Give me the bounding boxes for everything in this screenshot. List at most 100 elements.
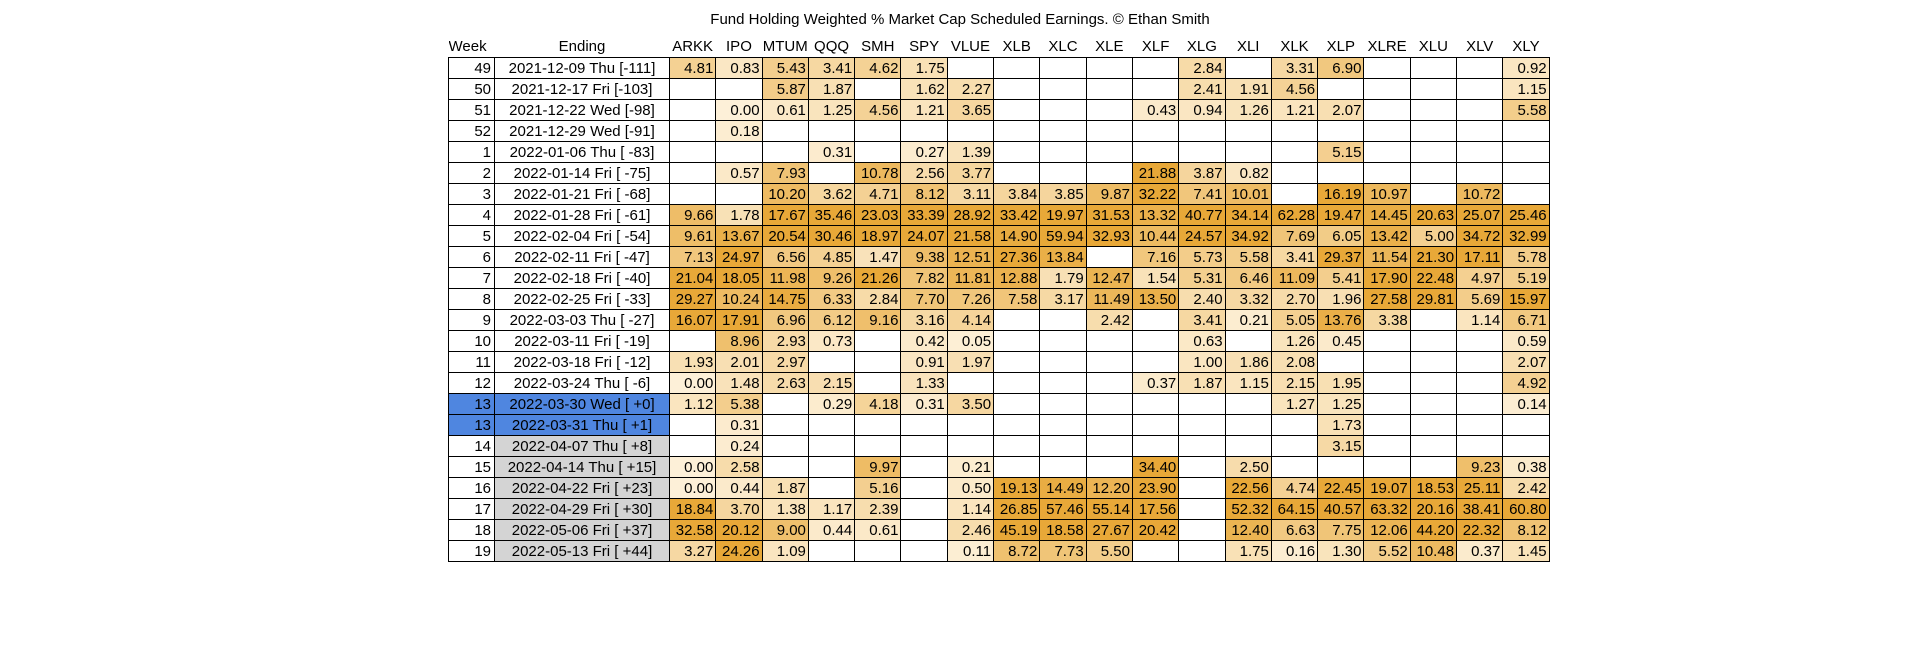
value-cell-xlb [993, 309, 1041, 331]
value-cell-xlk: 0.16 [1270, 540, 1319, 562]
value-cell-xlg [1178, 498, 1226, 520]
value-cell-qqq: 0.31 [807, 141, 856, 163]
value-cell-arkk: 1.93 [668, 351, 717, 373]
value-cell-xlv: 22.32 [1456, 519, 1504, 541]
value-cell-qqq: 9.26 [807, 267, 856, 289]
value-cell-xlk [1270, 435, 1319, 457]
value-cell-xly: 2.42 [1502, 477, 1550, 499]
value-cell-xlg: 1.87 [1178, 372, 1226, 394]
value-cell-arkk: 1.12 [668, 393, 717, 415]
value-cell-xlf [1131, 393, 1180, 415]
value-cell-xlb [993, 162, 1041, 184]
value-cell-xlp [1317, 120, 1365, 142]
value-cell-xlc [1039, 309, 1087, 331]
value-cell-xlp: 22.45 [1317, 477, 1365, 499]
table-row: 8 2022-02-25 Fri [ -33] 29.27 10.24 14.75 6.3… [448, 288, 1550, 310]
value-cell-xli: 12.40 [1224, 519, 1272, 541]
value-cell-xlc: 3.85 [1039, 183, 1087, 205]
value-cell-xle: 27.67 [1085, 519, 1133, 541]
column-header-xlf: XLF [1141, 38, 1170, 55]
value-cell-xlk: 5.05 [1270, 309, 1319, 331]
value-cell-xlv [1456, 120, 1504, 142]
value-cell-xly [1502, 162, 1550, 184]
value-cell-vlue: 1.14 [946, 498, 995, 520]
value-cell-xlre: 17.90 [1363, 267, 1411, 289]
value-cell-xlg [1178, 435, 1226, 457]
value-cell-xlre: 27.58 [1363, 288, 1411, 310]
value-cell-xli: 1.75 [1224, 540, 1272, 562]
value-cell-xlv [1456, 99, 1504, 121]
value-cell-xlf: 7.16 [1131, 246, 1180, 268]
value-cell-xly [1502, 414, 1550, 436]
column-header-xlu: XLU [1418, 38, 1448, 55]
value-cell-spy [900, 120, 948, 142]
ending-date-cell: 2022-04-22 Fri [ +23] [494, 477, 670, 499]
value-cell-smh [854, 414, 902, 436]
value-cell-mtum: 9.00 [761, 519, 809, 541]
value-cell-xlp: 40.57 [1317, 498, 1365, 520]
value-cell-xlg: 2.40 [1178, 288, 1226, 310]
week-cell: 4 [448, 204, 495, 226]
value-cell-xlv [1456, 78, 1504, 100]
value-cell-mtum: 2.63 [761, 372, 809, 394]
value-cell-xlv [1456, 372, 1504, 394]
value-cell-xlc [1039, 120, 1087, 142]
value-cell-xly: 1.45 [1502, 540, 1550, 562]
value-cell-xlre: 14.45 [1363, 204, 1411, 226]
week-cell: 11 [448, 351, 495, 373]
week-cell: 49 [448, 57, 495, 79]
value-cell-xli: 34.14 [1224, 204, 1272, 226]
table-row: 13 2022-03-31 Thu [ +1] 0.31 1.73 [448, 414, 1550, 436]
table-row: 6 2022-02-11 Fri [ -47] 7.13 24.97 6.56 4.85 1… [448, 246, 1550, 268]
value-cell-xlre [1363, 57, 1411, 79]
value-cell-mtum: 2.97 [761, 351, 809, 373]
value-cell-xlv [1456, 393, 1504, 415]
value-cell-xlre: 19.07 [1363, 477, 1411, 499]
value-cell-xle [1085, 78, 1133, 100]
value-cell-xlre [1363, 372, 1411, 394]
value-cell-xlp: 13.76 [1317, 309, 1365, 331]
ending-date-cell: 2022-03-31 Thu [ +1] [494, 414, 670, 436]
value-cell-xlu [1409, 330, 1458, 352]
week-cell: 6 [448, 246, 495, 268]
value-cell-xlu [1409, 393, 1458, 415]
value-cell-mtum: 11.98 [761, 267, 809, 289]
value-cell-arkk: 18.84 [668, 498, 717, 520]
value-cell-xlv [1456, 162, 1504, 184]
value-cell-xlk: 62.28 [1270, 204, 1319, 226]
value-cell-xlk: 4.56 [1270, 78, 1319, 100]
value-cell-xle [1085, 393, 1133, 415]
value-cell-xlf [1131, 120, 1180, 142]
value-cell-xlg: 2.84 [1178, 57, 1226, 79]
value-cell-ipo: 18.05 [715, 267, 763, 289]
value-cell-arkk: 16.07 [668, 309, 717, 331]
value-cell-xlg [1178, 414, 1226, 436]
ending-date-cell: 2022-03-24 Thu [ -6] [494, 372, 670, 394]
value-cell-xlk [1270, 456, 1319, 478]
value-cell-xlg: 40.77 [1178, 204, 1226, 226]
value-cell-smh: 4.18 [854, 393, 902, 415]
week-cell: 3 [448, 183, 495, 205]
value-cell-xlp: 1.30 [1317, 540, 1365, 562]
value-cell-xlv [1456, 414, 1504, 436]
value-cell-xly: 2.07 [1502, 351, 1550, 373]
value-cell-xli: 1.15 [1224, 372, 1272, 394]
value-cell-xlu [1409, 372, 1458, 394]
value-cell-xli [1224, 141, 1272, 163]
value-cell-arkk [668, 162, 717, 184]
value-cell-xle [1085, 246, 1133, 268]
table-row: 1 2022-01-06 Thu [ -83] 0.31 0.27 1.39 5.15 [448, 141, 1550, 163]
value-cell-smh: 0.61 [854, 519, 902, 541]
value-cell-mtum: 5.87 [761, 78, 809, 100]
value-cell-xli: 34.92 [1224, 225, 1272, 247]
value-cell-xly [1502, 183, 1550, 205]
value-cell-xli: 10.01 [1224, 183, 1272, 205]
week-cell: 15 [448, 456, 495, 478]
value-cell-xlf: 13.32 [1131, 204, 1180, 226]
value-cell-qqq: 30.46 [807, 225, 856, 247]
value-cell-ipo [715, 78, 763, 100]
value-cell-xlk [1270, 162, 1319, 184]
value-cell-xlu: 5.00 [1409, 225, 1458, 247]
value-cell-smh [854, 330, 902, 352]
value-cell-xlu [1409, 435, 1458, 457]
